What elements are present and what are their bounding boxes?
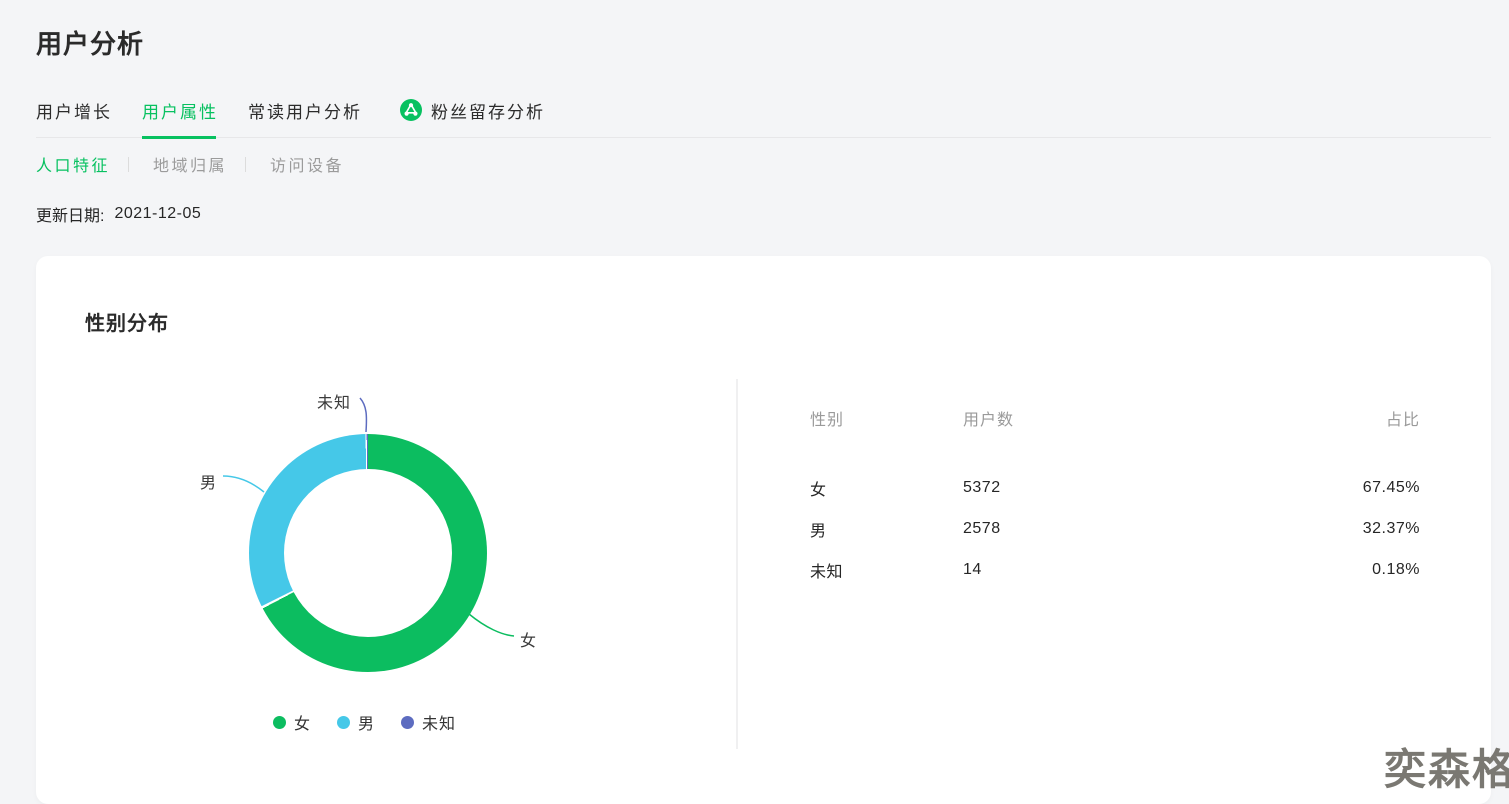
watermark: 奕森格 xyxy=(1384,746,1509,793)
subnav-divider xyxy=(128,156,130,172)
cell-gender: 女 xyxy=(810,481,827,499)
tab-fan-retention[interactable]: 粉丝留存分析 xyxy=(400,98,545,137)
cell-percent: 67.45% xyxy=(1362,478,1420,496)
update-date-label: 更新日期: xyxy=(36,208,105,225)
legend-label: 女 xyxy=(294,716,312,733)
card-title: 性别分布 xyxy=(85,313,169,335)
main-tab-bar: 用户增长 用户属性 常读用户分析 粉丝留存分析 xyxy=(36,98,1491,139)
subnav-divider xyxy=(245,156,247,172)
legend-label: 男 xyxy=(358,716,376,733)
subnav-region[interactable]: 地域归属 xyxy=(153,158,228,175)
tab-user-attributes[interactable]: 用户属性 xyxy=(142,98,218,139)
gender-distribution-card: 性别分布 未知 男 女 女 男 未知 性 xyxy=(36,256,1491,804)
sub-nav: 人口特征 地域归属 访问设备 xyxy=(36,152,1491,176)
slice-label-unknown: 未知 xyxy=(317,395,352,412)
page-header: 用户分析 用户增长 用户属性 常读用户分析 粉丝留存分析 人口特征 地域归属 访… xyxy=(0,0,1491,226)
update-date-row: 更新日期: 2021-12-05 xyxy=(36,202,1491,226)
table-header-users: 用户数 xyxy=(963,412,1015,429)
tab-frequent-readers[interactable]: 常读用户分析 xyxy=(248,103,362,122)
leader-line-female xyxy=(468,613,515,637)
legend-dot xyxy=(337,715,351,729)
cell-users: 14 xyxy=(963,560,982,578)
tab-fan-retention-label: 粉丝留存分析 xyxy=(431,103,545,122)
leader-line-male xyxy=(222,475,265,493)
table-row: 女 5372 67.45% xyxy=(810,467,1420,508)
legend-dot xyxy=(273,715,286,729)
gender-donut-chart-area: 未知 男 女 女 男 未知 xyxy=(36,366,737,804)
subnav-devices[interactable]: 访问设备 xyxy=(270,158,345,175)
table-row: 未知 14 0.18% xyxy=(810,549,1420,590)
slice-label-male: 男 xyxy=(200,475,218,492)
table-header-percent: 占比 xyxy=(1385,412,1420,429)
table-header-row: 性别 用户数 占比 xyxy=(810,406,1420,430)
cell-users: 2578 xyxy=(963,519,1001,537)
table-body: 女 5372 67.45% 男 2578 32.37% 未知 14 0.18% xyxy=(810,467,1420,590)
legend-dot xyxy=(401,715,415,729)
cell-percent: 32.37% xyxy=(1362,519,1420,537)
update-date-value: 2021-12-05 xyxy=(114,205,202,222)
cell-users: 5372 xyxy=(963,478,1001,496)
fan-retention-badge-icon xyxy=(400,98,422,121)
legend-item-female[interactable]: 女 xyxy=(273,710,311,734)
cell-percent: 0.18% xyxy=(1372,560,1420,578)
cell-gender: 未知 xyxy=(810,563,844,581)
donut-chart[interactable] xyxy=(249,434,487,672)
slice-label-female: 女 xyxy=(520,633,538,650)
cell-gender: 男 xyxy=(810,522,827,540)
vertical-divider xyxy=(736,379,738,749)
table-row: 男 2578 32.37% xyxy=(810,508,1420,549)
subnav-demographics[interactable]: 人口特征 xyxy=(36,158,111,175)
legend-item-male[interactable]: 男 xyxy=(337,710,375,734)
chart-legend: 女 男 未知 xyxy=(273,710,456,734)
legend-item-unknown[interactable]: 未知 xyxy=(401,710,456,734)
legend-label: 未知 xyxy=(422,716,457,733)
leader-line-unknown xyxy=(359,397,368,433)
table-header-gender: 性别 xyxy=(810,412,845,429)
tab-user-growth[interactable]: 用户增长 xyxy=(36,103,112,122)
page-title: 用户分析 xyxy=(36,29,145,59)
gender-table: 性别 用户数 占比 女 5372 67.45% 男 2578 32.37% 未知… xyxy=(810,406,1420,590)
